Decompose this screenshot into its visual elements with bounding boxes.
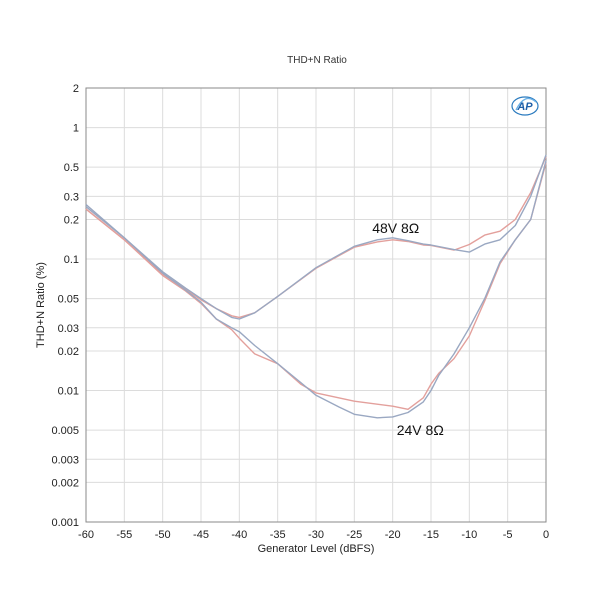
x-tick-label: -15 (423, 529, 439, 541)
x-tick-label: -5 (503, 529, 513, 541)
annotations: 48V 8Ω 24V 8Ω (372, 220, 444, 438)
x-tick-label: -60 (78, 529, 94, 541)
y-tick-label: 0.01 (58, 386, 79, 398)
y-tick-label: 0.2 (64, 214, 79, 226)
x-tick-labels: -60 -55 -50 -45 -40 -35 -30 -25 -20 -15 -10 -5 0 (78, 529, 549, 541)
y-tick-label: 0.05 (58, 294, 79, 306)
series-line (85, 156, 547, 319)
x-axis-label: Generator Level (dBFS) (258, 543, 375, 555)
y-tick-label: 2 (73, 83, 79, 95)
y-tick-label: 0.03 (58, 323, 79, 335)
x-tick-label: -30 (308, 529, 324, 541)
y-axis-label: THD+N Ratio (%) (35, 262, 47, 348)
y-tick-label: 0.005 (51, 425, 79, 437)
x-tick-label: -10 (461, 529, 477, 541)
x-tick-label: -20 (385, 529, 401, 541)
y-tick-label: 0.02 (58, 346, 79, 358)
ap-logo: AP (511, 96, 539, 116)
x-tick-label: -40 (231, 529, 247, 541)
y-tick-label: 0.3 (64, 191, 79, 203)
y-tick-label: 0.003 (51, 454, 79, 466)
x-tick-label: -25 (346, 529, 362, 541)
x-tick-label: 0 (543, 529, 549, 541)
y-tick-labels: 2 1 0.5 0.3 0.2 0.1 0.05 0.03 0.02 0.01 0.005 0.003… (51, 83, 79, 529)
chart-title: THD+N Ratio (287, 55, 347, 66)
series-line (85, 162, 547, 410)
y-tick-label: 0.5 (64, 162, 79, 174)
curve-annotation: 24V 8Ω (397, 422, 444, 438)
x-tick-label: -50 (155, 529, 171, 541)
x-tick-label: -35 (270, 529, 286, 541)
series-group (85, 154, 547, 419)
x-tick-label: -45 (193, 529, 209, 541)
plot-frame (85, 87, 547, 523)
y-tick-label: 0.002 (51, 477, 79, 489)
curve-annotation: 48V 8Ω (372, 220, 419, 236)
svg-text:AP: AP (516, 101, 533, 113)
grid-lines (85, 87, 547, 523)
series-line (85, 160, 547, 419)
series-line (85, 154, 547, 320)
x-tick-label: -55 (116, 529, 132, 541)
y-tick-label: 0.001 (51, 517, 79, 529)
y-tick-label: 0.1 (64, 254, 79, 266)
y-tick-label: 1 (73, 123, 79, 135)
